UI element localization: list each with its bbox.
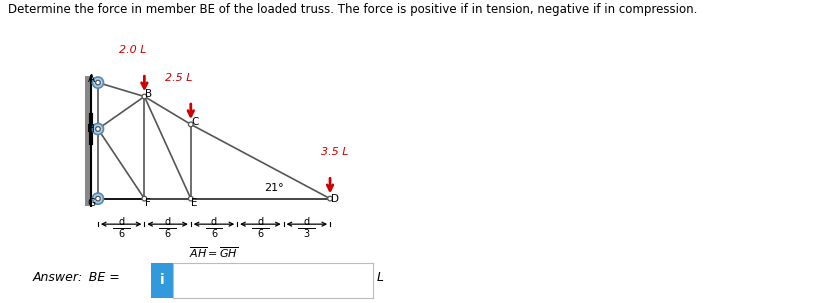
Text: d: d (164, 217, 171, 227)
Text: Determine the force in member BE of the loaded truss. The force is positive if i: Determine the force in member BE of the … (8, 3, 698, 16)
Text: 21°: 21° (265, 183, 284, 193)
Circle shape (189, 122, 193, 127)
Text: 6: 6 (211, 229, 217, 239)
Text: d: d (257, 217, 264, 227)
Circle shape (142, 196, 147, 201)
Text: 3: 3 (304, 229, 310, 239)
Text: 3.5 L: 3.5 L (321, 147, 348, 157)
Text: i: i (160, 273, 164, 287)
Text: D: D (330, 194, 339, 204)
Text: L: L (377, 271, 384, 284)
Text: d: d (211, 217, 217, 227)
Circle shape (189, 196, 193, 201)
Text: 2.5 L: 2.5 L (165, 73, 193, 83)
Circle shape (95, 127, 100, 131)
Text: H: H (87, 124, 95, 134)
Text: F: F (145, 198, 151, 208)
Circle shape (328, 196, 332, 201)
Text: A: A (87, 74, 94, 84)
Text: B: B (145, 89, 151, 99)
Polygon shape (85, 76, 91, 206)
Text: d: d (304, 217, 310, 227)
Text: C: C (192, 117, 199, 127)
Circle shape (142, 94, 147, 99)
Circle shape (95, 196, 100, 201)
Text: 6: 6 (257, 229, 264, 239)
Circle shape (92, 77, 103, 88)
Text: 6: 6 (118, 229, 125, 239)
Text: Answer:  BE =: Answer: BE = (33, 271, 120, 284)
Text: E: E (191, 198, 198, 208)
Text: $\overline{AH}=\overline{GH}$: $\overline{AH}=\overline{GH}$ (190, 245, 239, 260)
Circle shape (92, 193, 103, 204)
Text: 6: 6 (164, 229, 171, 239)
Text: d: d (118, 217, 125, 227)
Circle shape (92, 123, 103, 135)
Circle shape (95, 80, 100, 85)
Text: G: G (87, 198, 95, 208)
Text: 2.0 L: 2.0 L (119, 45, 147, 55)
